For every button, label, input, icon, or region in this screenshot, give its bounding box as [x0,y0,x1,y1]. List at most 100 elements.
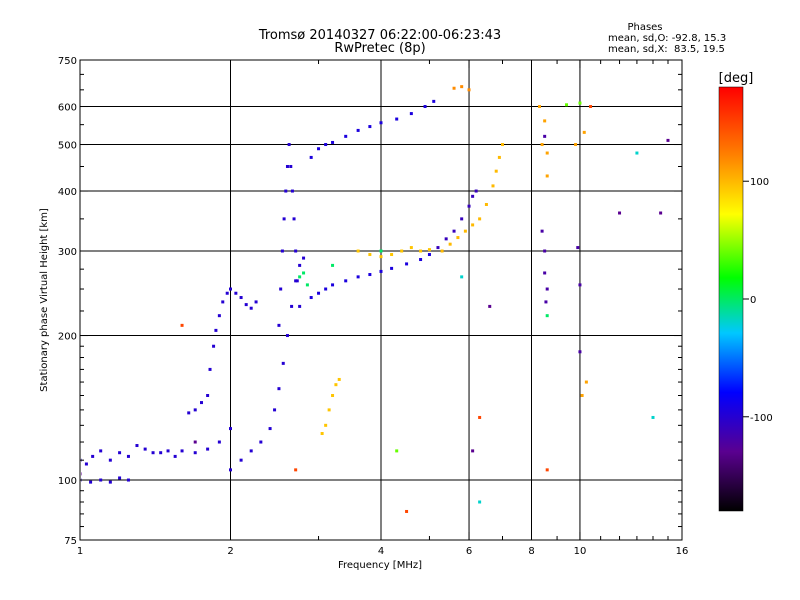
data-point [298,304,302,308]
colorbar-label: [deg] [719,71,754,86]
data-point [244,303,248,307]
x-axis-ticks: 1 2 4 6 8 10 16 [77,60,688,557]
data-point [379,121,383,125]
data-point [419,258,423,262]
data-point [285,334,289,338]
data-point [356,249,360,253]
data-point [460,275,464,279]
data-point [285,164,289,168]
data-point [484,202,488,206]
data-point [545,174,549,178]
data-point [409,112,413,116]
data-point [390,266,394,270]
data-point [280,249,284,253]
data-point [395,117,399,121]
data-point [540,229,544,233]
data-point [295,279,299,283]
data-point [474,189,478,193]
data-point [544,300,548,304]
data-point [460,217,464,221]
y-tick-label: 200 [58,332,77,343]
stats-o-line: mean, sd,O: -92.8, 15.3 [608,33,726,44]
data-point [159,451,163,455]
data-point [193,451,197,455]
data-point [471,223,475,227]
data-point [497,155,501,159]
data-point [320,432,324,436]
data-point [259,440,263,444]
data-point [467,204,471,208]
data-point [356,275,360,279]
data-point [452,229,456,233]
y-tick-label: 750 [58,56,77,67]
x-tick-label: 4 [378,546,384,557]
data-point [344,134,348,138]
data-point [543,134,547,138]
data-point [206,394,210,398]
data-point [368,125,372,129]
data-point [400,249,404,253]
data-point [545,314,549,318]
data-point [501,143,505,147]
data-point [200,401,204,405]
data-point [135,444,139,448]
data-point [395,449,399,453]
data-point [427,253,431,257]
data-point [324,143,328,147]
data-point [277,323,281,327]
data-point [578,101,582,105]
data-point [456,236,460,240]
data-point [584,380,588,384]
data-point [206,447,210,451]
colorbar-tick-label: 0 [750,295,756,306]
data-point [574,143,578,147]
data-point [298,275,302,279]
data-point [419,249,423,253]
data-point [405,262,409,266]
data-point [208,367,212,371]
data-point [543,119,547,123]
data-point [545,151,549,155]
data-point [91,454,95,458]
data-point [239,458,243,462]
data-point [84,462,88,466]
data-point [337,377,341,381]
gridlines [80,60,682,540]
data-point [543,271,547,275]
data-point [317,147,321,151]
data-point [635,151,639,155]
data-point [331,263,335,267]
data-point [89,480,93,484]
data-point [334,383,338,387]
data-point [126,454,130,458]
data-point [143,447,147,451]
data-point [289,164,293,168]
data-point [290,304,294,308]
data-point [494,169,498,173]
data-point [284,189,288,193]
data-point [368,273,372,277]
data-point [221,300,225,304]
data-point [423,105,427,109]
data-point [467,88,471,92]
colorbar-ticks: 100 0 -100 [743,177,773,424]
data-point [565,103,569,107]
data-point [229,427,232,431]
data-point [379,269,383,273]
data-point [212,344,216,348]
x-tick-label: 6 [466,546,472,557]
data-point [281,361,285,365]
data-point [99,478,103,482]
data-point [294,279,298,283]
data-point [368,253,372,257]
data-point [268,427,272,431]
data-point [225,291,229,295]
data-point [108,480,112,484]
x-tick-label: 8 [528,546,534,557]
data-point [324,423,328,427]
data-point [254,300,258,304]
stats-x-line: mean, sd,X: 83.5, 19.5 [608,44,725,55]
data-point [309,296,313,300]
data-point [666,138,670,142]
data-point [180,323,184,327]
